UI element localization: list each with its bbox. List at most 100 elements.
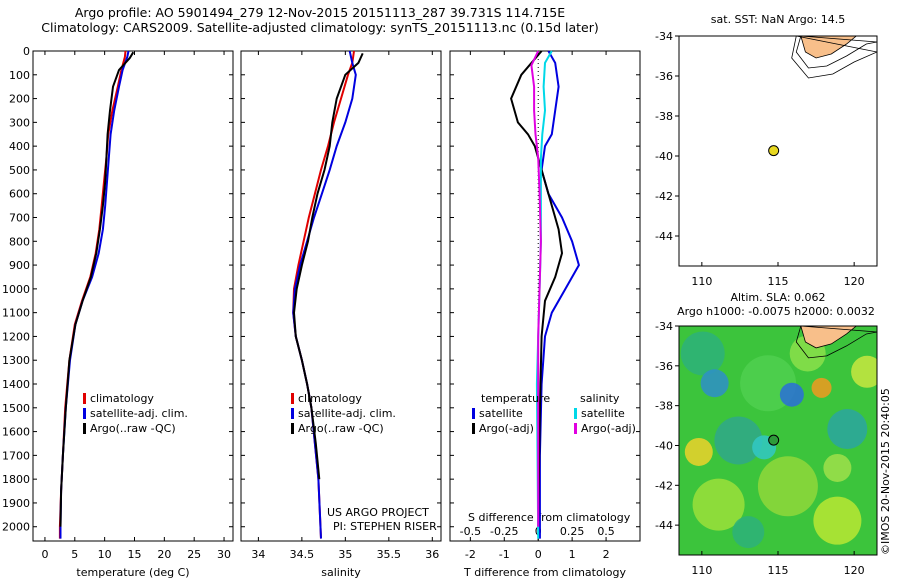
x-tick-label: 1 (569, 548, 576, 561)
x-tick-label: 2 (603, 548, 610, 561)
sla-anomaly-blob (714, 416, 763, 465)
legend-label: climatology (90, 392, 154, 405)
y-tick-label: 1700 (2, 449, 30, 462)
y-tick-label: 300 (9, 116, 30, 129)
x-tick-label: 10 (98, 548, 112, 561)
x-tick-label: 0 (41, 548, 48, 561)
legend-swatch (291, 393, 294, 404)
legend-swatch (472, 408, 475, 419)
x-tick-label: 120 (844, 275, 865, 288)
x-tick-label: 0.25 (560, 525, 585, 538)
y-tick-label: 1900 (2, 497, 30, 510)
x-tick-label: 34.5 (290, 548, 315, 561)
x-tick-label: 35 (338, 548, 352, 561)
y-tick-label: 2000 (2, 521, 30, 534)
y-tick-label: 400 (9, 140, 30, 153)
series-line-satellite-adj--clim- (59, 50, 130, 539)
series-line-argo---raw--qc- (292, 52, 364, 480)
y-tick-label: -34 (655, 320, 673, 333)
sla-map-panel: 110 115 120 -34 -36 -38 -40 -42 -44 Altim. SLA: 0… (655, 291, 878, 577)
sst-map-panel: 110 115 120 -34 -36 -38 -40 -42 -44 sat. SST: NaN… (655, 13, 878, 288)
y-tick-label: -40 (655, 439, 673, 452)
sla-anomaly-blob (732, 516, 765, 549)
x-tick-label: 25 (187, 548, 201, 561)
legend-label: Argo(-adj) (479, 422, 534, 435)
x-tick-label: 110 (691, 275, 712, 288)
legend-label: satellite (479, 407, 523, 420)
x-tick-label: 115 (768, 275, 789, 288)
x-tick-label: 34 (251, 548, 265, 561)
argo-float-marker (768, 434, 780, 446)
x-axis-label: salinity (321, 566, 361, 579)
y-tick-label: -36 (655, 360, 673, 373)
x-tick-label: 120 (844, 564, 865, 577)
y-tick-label: -36 (655, 70, 673, 83)
y-tick-label: 1600 (2, 426, 30, 439)
x-tick-label: -2 (465, 548, 476, 561)
x-tick-label: -0.5 (460, 525, 481, 538)
sla-anomaly-blob (692, 478, 745, 531)
legend-label: Argo(-adj) (581, 422, 636, 435)
chart-title-line1: Argo profile: AO 5901494_279 12-Nov-2015… (74, 5, 566, 20)
x-tick-label: -0.25 (490, 525, 518, 538)
legend-label: Argo(..raw -QC) (298, 422, 384, 435)
x-tick-label: 36 (425, 548, 439, 561)
y-tick-label: 600 (9, 188, 30, 201)
map-subtitle: Argo h1000: -0.0075 h2000: 0.0032 (677, 305, 875, 318)
slope-contour (791, 36, 877, 79)
project-label: US ARGO PROJECT (327, 506, 429, 519)
map-content (679, 326, 877, 555)
legend-label: Argo(..raw -QC) (90, 422, 176, 435)
legend-swatch (83, 408, 86, 419)
sla-anomaly-blob (700, 369, 729, 398)
y-tick-label: 100 (9, 69, 30, 82)
legend-swatch (472, 423, 475, 434)
y-tick-label: 1400 (2, 378, 30, 391)
x-tick-label: 5 (71, 548, 78, 561)
legend-label: climatology (298, 392, 362, 405)
y-tick-label: -44 (655, 519, 673, 532)
series-line-argo---raw--qc- (59, 51, 135, 527)
y-tick-label: 1200 (2, 330, 30, 343)
y-tick-label: 1100 (2, 307, 30, 320)
map-title: Altim. SLA: 0.062 (730, 291, 825, 304)
legend-header: temperature (481, 392, 550, 405)
x-tick-label: 115 (768, 564, 789, 577)
y-tick-label: -38 (655, 400, 673, 413)
x-tick-label: 0 (535, 548, 542, 561)
y-tick-label: -38 (655, 110, 673, 123)
legend-label: satellite-adj. clim. (90, 407, 188, 420)
legend-header: salinity (580, 392, 620, 405)
legend-swatch (83, 393, 86, 404)
series-line-satellite (538, 50, 580, 539)
y-tick-label: 200 (9, 93, 30, 106)
y-tick-label: 1800 (2, 473, 30, 486)
copyright-credit: ©IMOS 20-Nov-2015 20:40:05 (879, 388, 892, 555)
y-tick-label: 1500 (2, 402, 30, 415)
legend-label: satellite-adj. clim. (298, 407, 396, 420)
land-mass (800, 36, 877, 59)
y-tick-label: -44 (655, 230, 673, 243)
shelf-contour (795, 36, 877, 69)
legend-swatch (574, 408, 577, 419)
x-axis-label: T difference from climatology (463, 566, 626, 579)
x-axis-label-secondary: S difference from climatology (468, 511, 631, 524)
sla-anomaly-blob (811, 377, 832, 398)
y-tick-label: -34 (655, 30, 673, 43)
argo-float-marker (768, 145, 780, 157)
y-tick-label: 1000 (2, 283, 30, 296)
y-tick-label: 0 (23, 45, 30, 58)
profile-panel-3: -2 -1 0 1 2 T difference from climatology -0.5… (449, 50, 641, 579)
profile-panel-2: 34 34.5 35 35.5 36 salinity climatology satelli… (240, 50, 442, 579)
map-title: sat. SST: NaN Argo: 14.5 (711, 13, 845, 26)
y-tick-label: 500 (9, 164, 30, 177)
legend-swatch (574, 423, 577, 434)
x-tick-label: 0.5 (597, 525, 615, 538)
x-tick-label: 20 (157, 548, 171, 561)
legend-swatch (291, 408, 294, 419)
profile-panel-1: 0100200300400500600700800900100011001200… (2, 45, 234, 579)
series-line-argo--adj- (510, 50, 564, 527)
x-tick-label: 30 (217, 548, 231, 561)
y-tick-label: -42 (655, 190, 673, 203)
